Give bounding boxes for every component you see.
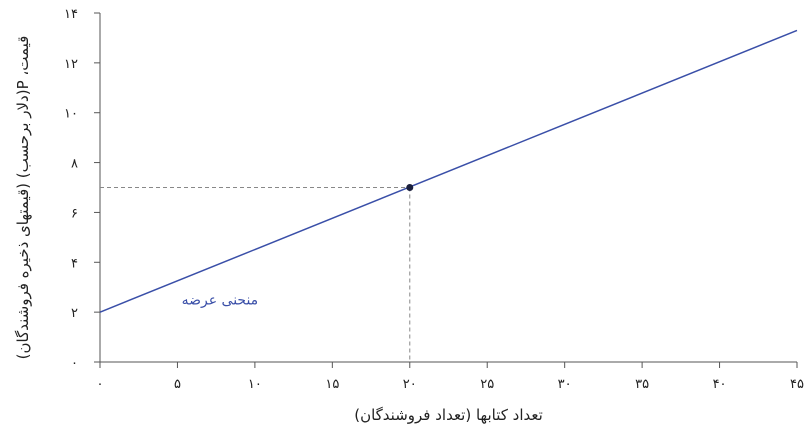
x-tick-label: ۳۵ [635, 377, 649, 392]
x-tick-label: ۴۰ [713, 377, 727, 392]
axes [99, 13, 797, 363]
x-tick-label: ۳۰ [558, 377, 572, 392]
x-axis-title: تعداد کتابها (تعداد فروشندگان) [354, 406, 543, 424]
x-tick-label: ۰ [97, 377, 104, 392]
y-tick-label: ۸ [71, 157, 78, 172]
y-tick-label: ۲ [71, 306, 78, 321]
x-tick-label: ۵ [174, 377, 181, 392]
y-tick-label: ۱۴ [64, 7, 78, 22]
y-tick-label: ۶ [71, 206, 78, 221]
y-axis-title: قیمت، P(دلار برحسب) (قیمتهای ذخیره فروشن… [14, 36, 32, 360]
marks-group [406, 184, 414, 191]
guide-lines [100, 187, 411, 362]
highlight-point [406, 184, 414, 191]
x-tick-label: ۴۵ [790, 377, 804, 392]
supply-curve-line [99, 29, 798, 313]
x-tick-label: ۱۰ [248, 377, 262, 392]
y-tick-label: ۰ [71, 356, 78, 371]
x-tick-label: ۲۰ [403, 377, 417, 392]
x-tick-label: ۲۵ [480, 377, 494, 392]
series-group [99, 29, 798, 313]
x-tick-label: ۱۵ [325, 377, 339, 392]
y-tick-label: ۱۲ [64, 57, 78, 72]
supply-curve-label: منحنی عرضه [182, 293, 259, 309]
y-tick-label: ۴ [71, 256, 78, 271]
x-ticks: ۰ ۵ ۱۰ ۱۵ ۲۰ ۲۵ ۳۰ ۳۵ ۴۰ ۴۵ [97, 362, 804, 392]
y-tick-label: ۱۰ [64, 107, 78, 122]
y-ticks: ۰ ۲ ۴ ۶ ۸ ۱۰ ۱۲ ۱۴ [64, 7, 100, 371]
